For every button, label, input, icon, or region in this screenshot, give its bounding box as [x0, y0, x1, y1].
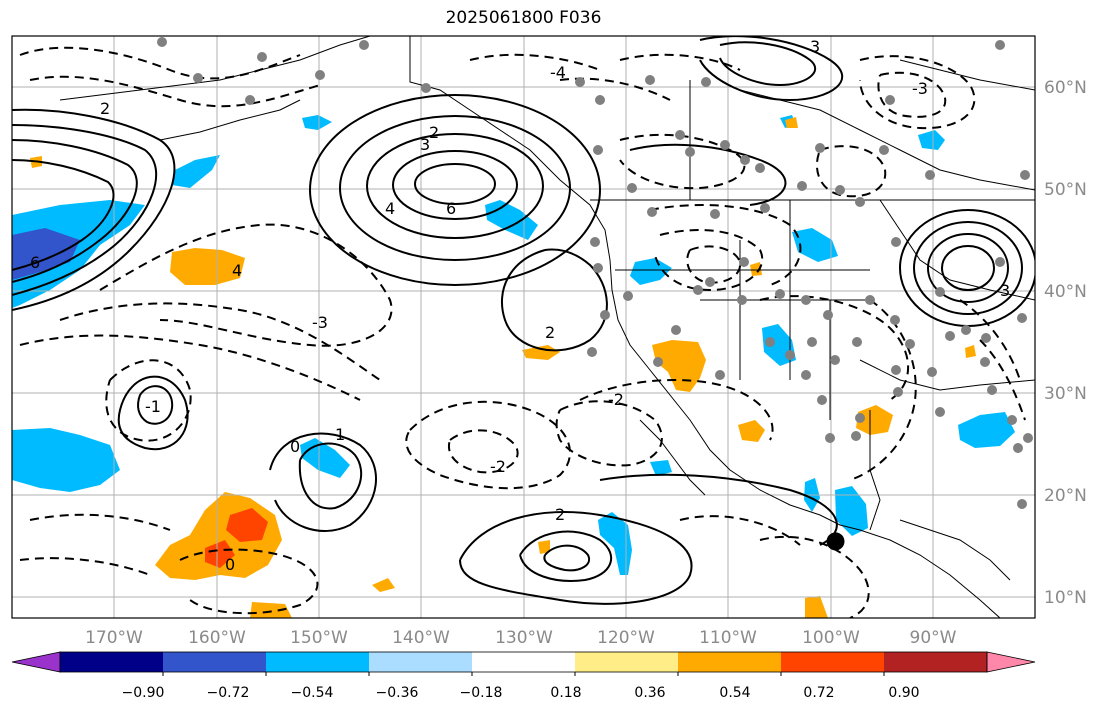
colorbar-cell — [781, 652, 885, 672]
lat-tick-label: 10°N — [1044, 588, 1087, 608]
location-marker — [826, 532, 845, 551]
contour-label: 3 — [810, 37, 820, 56]
colorbar-tick-label: −0.36 — [376, 685, 419, 701]
contour-label: 1 — [335, 425, 345, 444]
lon-tick-label: 100°W — [802, 628, 860, 648]
colorbar-frame — [59, 651, 988, 673]
latitude-labels: 60°N 50°N 40°N 30°N 20°N 10°N — [1044, 78, 1087, 608]
contour-label: 6 — [30, 253, 40, 272]
lon-tick-label: 90°W — [910, 628, 957, 648]
colorbar-cell — [266, 652, 370, 672]
negative-shading — [12, 115, 1015, 575]
contour-label: -2 — [490, 457, 506, 476]
contour-label: -1 — [145, 397, 161, 416]
lat-tick-label: 60°N — [1044, 78, 1087, 98]
colorbar-cell — [369, 652, 473, 672]
lon-tick-label: 130°W — [495, 628, 553, 648]
contour-label: -2 — [608, 390, 624, 409]
colorbar-cell — [163, 652, 267, 672]
contour-label: 4 — [385, 199, 395, 218]
contour-label: 2 — [100, 99, 110, 118]
lat-tick-label: 20°N — [1044, 486, 1087, 506]
lon-tick-label: 160°W — [188, 628, 246, 648]
lat-tick-label: 50°N — [1044, 180, 1087, 200]
colorbar-tick-label: 0.72 — [803, 685, 834, 701]
solid-contours — [12, 36, 1035, 605]
colorbar-tick-label: −0.18 — [460, 685, 503, 701]
colorbar-cell — [60, 652, 164, 672]
contour-labels: 6 4 3 2 1 0 -1 -2 -3 -4 2 3 6 2 0 -2 -3 … — [30, 37, 1010, 574]
colorbar-cell — [884, 652, 988, 672]
contour-label: -3 — [912, 79, 928, 98]
gridlines — [12, 36, 1035, 618]
colorbar: −0.90 −0.72 −0.54 −0.36 −0.18 0.18 0.36 … — [11, 651, 1036, 701]
map-frame — [11, 35, 1036, 619]
colorbar-tick-label: −0.54 — [291, 685, 334, 701]
lon-tick-label: 110°W — [699, 628, 757, 648]
contour-label: -4 — [550, 63, 566, 82]
lat-tick-label: 30°N — [1044, 384, 1087, 404]
contour-label: 6 — [446, 199, 456, 218]
contour-label: -3 — [312, 313, 328, 332]
colorbar-tick-label: −0.90 — [122, 685, 165, 701]
contour-label: 0 — [290, 437, 300, 456]
lat-tick-label: 40°N — [1044, 282, 1087, 302]
colorbar-tick-label: 0.18 — [550, 685, 581, 701]
colorbar-cell — [575, 652, 679, 672]
colorbar-extend-low — [11, 651, 61, 673]
lon-tick-label: 140°W — [392, 628, 450, 648]
contour-label: 3 — [420, 135, 430, 154]
contour-label: 3 — [1000, 281, 1010, 300]
colorbar-tick-labels: −0.90 −0.72 −0.54 −0.36 −0.18 0.18 0.36 … — [122, 685, 920, 701]
colorbar-extend-high — [986, 651, 1036, 673]
contour-label: 4 — [232, 261, 242, 280]
station-dots — [157, 37, 1033, 509]
lon-tick-label: 150°W — [290, 628, 348, 648]
lon-tick-label: 120°W — [597, 628, 655, 648]
contour-label: 2 — [429, 123, 439, 142]
colorbar-tick-label: 0.36 — [634, 685, 665, 701]
colorbar-cell — [678, 652, 782, 672]
contour-label: 2 — [555, 505, 565, 524]
map-title: 2025061800 F036 — [445, 8, 602, 28]
colorbar-tick-label: −0.72 — [207, 685, 250, 701]
colorbar-cell — [472, 652, 576, 672]
map-content: 6 4 3 2 1 0 -1 -2 -3 -4 2 3 6 2 0 -2 -3 … — [12, 36, 1035, 618]
lon-tick-label: 170°W — [85, 628, 143, 648]
colorbar-tick-label: 0.90 — [888, 685, 919, 701]
longitude-labels: 170°W 160°W 150°W 140°W 130°W 120°W 110°… — [85, 628, 957, 648]
colorbar-tick-label: 0.54 — [719, 685, 750, 701]
contour-label: 0 — [225, 555, 235, 574]
contour-label: 2 — [545, 323, 555, 342]
